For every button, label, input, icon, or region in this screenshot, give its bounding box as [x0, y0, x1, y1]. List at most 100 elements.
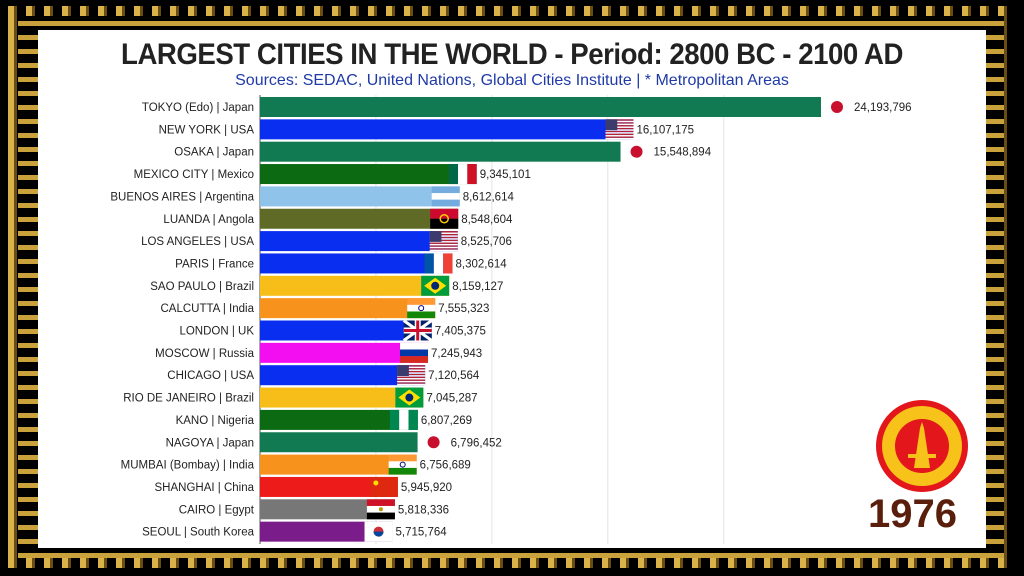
- value-label: 9,345,101: [480, 169, 531, 181]
- flag-part: [605, 137, 634, 140]
- category-label: BUENOS AIRES | Argentina: [110, 191, 254, 203]
- flag-part: [429, 231, 442, 242]
- category-label: CAIRO | Egypt: [179, 504, 255, 516]
- flag-part: [429, 243, 458, 246]
- year-label: 1976: [868, 492, 957, 536]
- flag-part: [605, 119, 618, 131]
- category-label: TOKYO (Edo) | Japan: [142, 102, 254, 114]
- flag-part: [373, 480, 379, 486]
- flag-part: [605, 130, 634, 133]
- flag-part: [430, 208, 459, 219]
- flag-part: [388, 467, 417, 475]
- flag-part: [407, 304, 436, 312]
- flag-part: [443, 253, 453, 274]
- flag-part: [605, 125, 634, 127]
- flag-part: [429, 238, 458, 240]
- bar: [260, 97, 821, 117]
- category-label: NEW YORK | USA: [159, 124, 255, 136]
- chart-title: LARGEST CITIES IN THE WORLD - Period: 28…: [121, 38, 903, 71]
- value-label: 15,548,894: [654, 147, 712, 159]
- flag-part: [397, 366, 426, 369]
- bar-row: KANO | Nigeria 6,807,269: [176, 409, 472, 430]
- value-label: 8,302,614: [456, 258, 508, 270]
- flag-part: [605, 123, 634, 126]
- flag-part: [431, 199, 460, 207]
- flag-part: [397, 370, 426, 373]
- bar: [260, 409, 418, 430]
- bar-row: LONDON | UK 7,405,375: [179, 319, 486, 342]
- flag-part: [397, 380, 426, 383]
- flag-part: [605, 129, 634, 131]
- flag-part: [369, 476, 398, 497]
- flag-part: [429, 246, 458, 249]
- flag-part: [408, 409, 418, 430]
- flag-part: [429, 231, 458, 233]
- bar: [260, 454, 417, 475]
- value-label: 24,193,796: [854, 102, 912, 114]
- bar-row: SHANGHAI | China 5,945,920: [155, 476, 452, 497]
- bar-row: CHICAGO | USA 7,120,564: [167, 365, 480, 386]
- flag-part: [416, 320, 420, 341]
- flag-part: [433, 253, 444, 274]
- flag-part: [366, 499, 395, 506]
- flag-part: [399, 409, 409, 430]
- flag-part: [439, 214, 449, 224]
- flag-part: [397, 368, 426, 370]
- flag-part: [400, 356, 429, 363]
- bar: [260, 499, 395, 520]
- bar-row: NEW YORK | USA 16,107,175: [159, 119, 694, 140]
- flag-part: [429, 248, 458, 250]
- bar: [260, 432, 418, 453]
- bar: [260, 253, 453, 274]
- bar: [260, 521, 393, 542]
- bar-row: OSAKA | Japan 15,548,894: [174, 141, 712, 162]
- flag-part: [397, 383, 426, 386]
- value-label: 8,159,127: [452, 281, 503, 293]
- flag-part: [397, 379, 426, 381]
- bar: [260, 342, 429, 363]
- flag-part: [397, 365, 426, 367]
- flag-part: [429, 233, 458, 236]
- bar: [260, 141, 621, 162]
- bar-row: MUMBAI (Bombay) | India 6,756,689: [121, 454, 471, 475]
- category-label: KANO | Nigeria: [176, 415, 255, 427]
- flag-part: [400, 349, 429, 357]
- flag-part: [366, 512, 395, 520]
- bar: [260, 275, 450, 296]
- bar: [260, 320, 432, 341]
- chart-subtitle: Sources: SEDAC, United Nations, Global C…: [235, 72, 789, 89]
- bar-row: CALCUTTA | India 7,555,323: [160, 298, 489, 319]
- flag-part: [605, 127, 634, 130]
- flag-part: [397, 365, 409, 376]
- bar: [260, 208, 459, 229]
- flag-part: [831, 101, 843, 113]
- bar: [260, 387, 424, 408]
- flag-part: [397, 378, 426, 380]
- bar-row: MEXICO CITY | Mexico 9,345,101: [134, 164, 531, 185]
- flag-part: [397, 382, 426, 384]
- flag-part: [605, 136, 634, 138]
- cityglobetour-logo: [876, 400, 968, 492]
- category-label: LUANDA | Angola: [163, 214, 254, 226]
- flag-part: [467, 164, 477, 185]
- flag-part: [605, 122, 634, 124]
- flag-part: [397, 372, 426, 374]
- value-label: 16,107,175: [636, 124, 694, 136]
- bar-row: RIO DE JANEIRO | Brazil 7,045,287: [123, 387, 478, 408]
- bar-row: SEOUL | South Korea 5,715,764: [142, 521, 447, 542]
- value-label: 6,796,452: [451, 437, 502, 449]
- flag-part: [397, 369, 426, 371]
- bar-row: LOS ANGELES | USA 8,525,706: [141, 231, 512, 252]
- flag-part: [427, 436, 440, 449]
- category-label: LOS ANGELES | USA: [141, 236, 254, 248]
- bar: [260, 298, 436, 319]
- bar: [260, 365, 426, 386]
- flag-part: [424, 253, 434, 274]
- flag-part: [397, 375, 426, 377]
- flag-part: [431, 193, 460, 200]
- value-label: 8,525,706: [461, 236, 512, 248]
- value-label: 7,045,287: [426, 393, 477, 405]
- category-label: CALCUTTA | India: [160, 303, 254, 315]
- bar-row: CAIRO | Egypt 5,818,336: [179, 499, 449, 520]
- value-label: 8,612,614: [463, 191, 515, 203]
